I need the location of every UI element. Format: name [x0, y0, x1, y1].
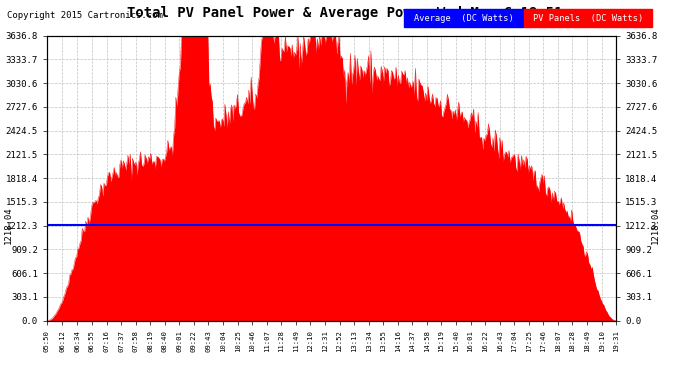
Text: Total PV Panel Power & Average Power Wed May 6 19:51: Total PV Panel Power & Average Power Wed… [127, 6, 563, 20]
Text: PV Panels  (DC Watts): PV Panels (DC Watts) [533, 14, 643, 23]
Text: Copyright 2015 Cartronics.com: Copyright 2015 Cartronics.com [7, 11, 163, 20]
Text: Average  (DC Watts): Average (DC Watts) [414, 14, 514, 23]
Text: 1218.04: 1218.04 [3, 206, 12, 244]
Text: 1218.04: 1218.04 [651, 206, 660, 244]
